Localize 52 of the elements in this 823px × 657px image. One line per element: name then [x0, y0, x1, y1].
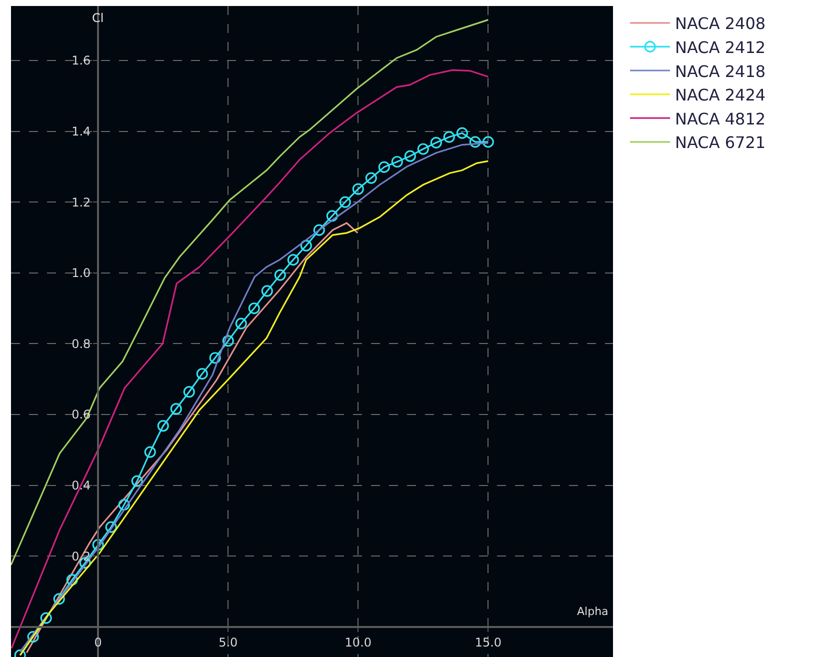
point: [352, 183, 364, 195]
point: [131, 475, 143, 487]
y-tick-label: 1.4: [72, 124, 91, 139]
point: [378, 161, 390, 173]
point: [261, 285, 273, 297]
x-tick-label: 15.0: [474, 635, 502, 650]
x-tick-label: 10.0: [344, 635, 372, 650]
point: [300, 240, 312, 252]
point: [27, 631, 39, 643]
x-tick-label: 5.0: [218, 635, 238, 650]
point: [339, 196, 351, 208]
point: [248, 302, 260, 314]
legend-label: NACA 2408: [675, 14, 766, 34]
point: [222, 335, 234, 347]
y-tick-label: 1.0: [72, 266, 91, 280]
point: [209, 352, 221, 364]
point: [196, 368, 208, 380]
y-axis-title: Cl: [92, 11, 104, 25]
x-tick-label: 0: [94, 635, 102, 650]
legend-label: NACA 2424: [675, 86, 766, 105]
legend-label: NACA 2412: [675, 38, 766, 57]
y-tick-label: 1.2: [72, 195, 91, 210]
point: [365, 172, 377, 184]
point: [391, 156, 403, 168]
point: [40, 612, 52, 624]
point: [456, 127, 468, 139]
point: [235, 318, 247, 330]
point: [326, 210, 338, 222]
point: [443, 131, 455, 143]
point: [404, 150, 416, 162]
point: [144, 446, 156, 458]
point: [274, 269, 286, 281]
legend-label: NACA 6721: [675, 133, 766, 152]
point: [287, 254, 299, 266]
point: [105, 521, 117, 533]
point: [53, 593, 65, 605]
point: [430, 136, 442, 148]
point: [469, 136, 481, 148]
point: [170, 403, 182, 415]
point: [157, 420, 169, 432]
y-tick-label: 0.8: [72, 336, 91, 351]
y-tick-label: 1.6: [72, 54, 91, 68]
point: [313, 224, 325, 236]
point: [118, 498, 130, 511]
legend-label: NACA 4812: [675, 109, 766, 128]
point: [482, 136, 494, 148]
point: [92, 538, 104, 551]
point: [183, 386, 195, 398]
point: [66, 574, 78, 586]
point: [417, 143, 429, 155]
x-axis-title: Alpha: [577, 605, 608, 618]
legend-label: NACA 2418: [675, 62, 766, 81]
